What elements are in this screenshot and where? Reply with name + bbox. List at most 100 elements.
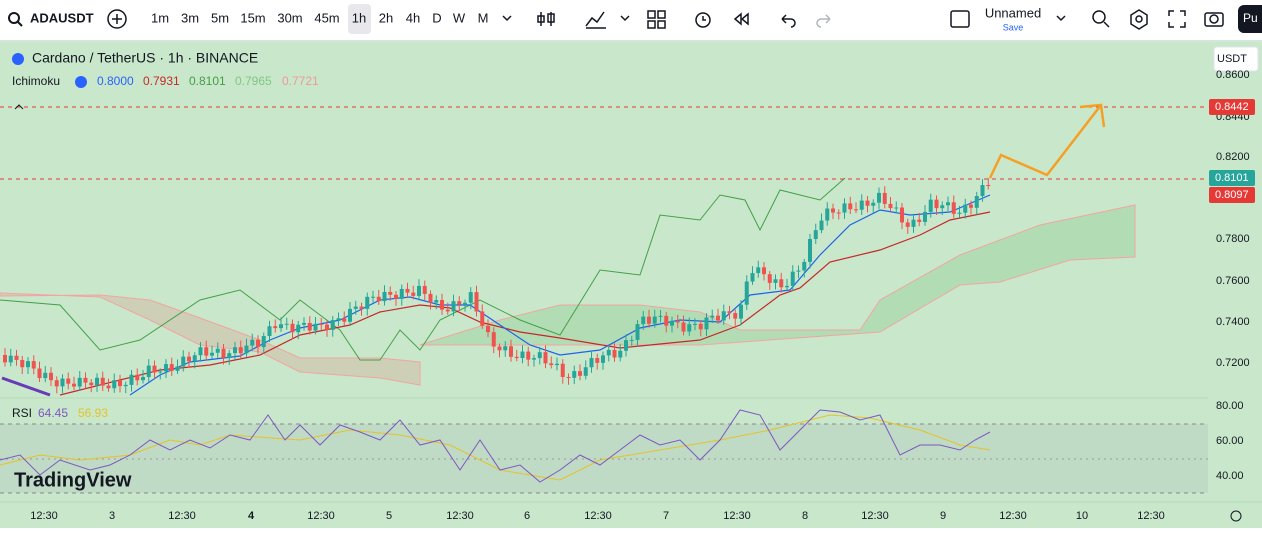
add-symbol[interactable] bbox=[107, 9, 127, 29]
candle-body bbox=[532, 358, 536, 360]
candle-body bbox=[141, 376, 145, 381]
rsi-name[interactable]: RSI bbox=[12, 406, 32, 420]
time-label: 10 bbox=[1076, 510, 1088, 522]
candle-body bbox=[624, 340, 628, 351]
candle-body bbox=[181, 356, 186, 367]
price-tag bbox=[1209, 99, 1255, 115]
interval[interactable]: 5m bbox=[211, 10, 229, 25]
currency[interactable]: USDT bbox=[1217, 53, 1247, 65]
candle-body bbox=[560, 363, 565, 377]
candle-body bbox=[618, 350, 623, 358]
candle-body bbox=[227, 353, 232, 358]
candle-body bbox=[158, 371, 163, 373]
candle-body bbox=[250, 339, 255, 346]
interval[interactable]: 45m bbox=[314, 10, 339, 25]
candle-body bbox=[543, 352, 548, 364]
candle-body bbox=[888, 203, 893, 209]
logo: TradingView bbox=[14, 469, 132, 491]
candle-body bbox=[980, 184, 985, 196]
candle-body bbox=[974, 195, 979, 208]
candle-body bbox=[210, 352, 214, 356]
candle-body bbox=[555, 363, 559, 366]
time-label: 12:30 bbox=[30, 510, 58, 522]
price-label: 0.8600 bbox=[1216, 69, 1250, 81]
interval[interactable]: D bbox=[432, 10, 441, 25]
save-label[interactable]: Save bbox=[1003, 22, 1024, 32]
candle-body bbox=[819, 220, 824, 231]
time-label: 12:30 bbox=[1137, 510, 1165, 522]
candle-body bbox=[744, 281, 749, 305]
candle-body bbox=[83, 377, 88, 383]
candle-body bbox=[923, 211, 927, 222]
candle-body bbox=[871, 202, 876, 206]
ichimoku-cloud bbox=[419, 204, 1136, 346]
profile-button[interactable] bbox=[1238, 5, 1262, 33]
candle-body bbox=[474, 292, 479, 312]
price-tag-label: 0.8097 bbox=[1215, 189, 1249, 201]
candle-body bbox=[89, 382, 94, 386]
candle-body bbox=[238, 347, 243, 354]
time-label: 12:30 bbox=[446, 510, 474, 522]
candle-body bbox=[20, 359, 25, 368]
indicator-name[interactable]: Ichimoku bbox=[12, 74, 60, 88]
kijun-sen bbox=[59, 211, 991, 396]
toolbar-icons bbox=[502, 9, 1224, 30]
collapse[interactable] bbox=[14, 104, 24, 110]
candle-body bbox=[497, 346, 502, 351]
candle-body bbox=[284, 323, 289, 325]
rsi-label: 60.00 bbox=[1216, 435, 1244, 447]
interval[interactable]: 4h bbox=[406, 10, 420, 25]
candle-body bbox=[37, 368, 42, 379]
candle-body bbox=[739, 304, 743, 319]
candle-body bbox=[8, 355, 13, 363]
toolbar bbox=[0, 0, 1262, 40]
search-icon[interactable] bbox=[8, 12, 20, 24]
candle-body bbox=[928, 199, 933, 212]
candle-body bbox=[66, 378, 71, 384]
rsi-label: 80.00 bbox=[1216, 400, 1244, 412]
candle-body bbox=[514, 356, 519, 359]
candle-body bbox=[146, 365, 151, 377]
candle-body bbox=[106, 385, 111, 389]
candle-body bbox=[49, 372, 53, 381]
interval[interactable]: 2h bbox=[379, 10, 393, 25]
time-label: 7 bbox=[663, 510, 669, 522]
interval[interactable]: 1m bbox=[151, 10, 169, 25]
candle-body bbox=[681, 322, 686, 332]
candle-body bbox=[986, 184, 991, 186]
candle-body bbox=[198, 347, 203, 356]
indicator-value: 0.8101 bbox=[189, 74, 226, 88]
candle-body bbox=[313, 323, 318, 331]
candle-body bbox=[169, 364, 174, 371]
candle-body bbox=[399, 288, 404, 299]
interval[interactable]: 30m bbox=[277, 10, 302, 25]
currency-button[interactable] bbox=[1213, 46, 1259, 72]
profile[interactable]: Pu bbox=[1243, 11, 1258, 25]
price-label: 0.7200 bbox=[1216, 357, 1250, 369]
interval[interactable]: 15m bbox=[240, 10, 265, 25]
price-label: 0.7400 bbox=[1216, 316, 1250, 328]
forecast-arrow bbox=[988, 104, 1102, 179]
interval[interactable]: M bbox=[478, 10, 489, 25]
symbol[interactable]: ADAUSDT bbox=[30, 10, 94, 25]
interval[interactable]: 1h bbox=[352, 10, 366, 25]
candle-body bbox=[836, 212, 841, 214]
settings-icon[interactable] bbox=[1230, 510, 1242, 522]
candle-body bbox=[687, 324, 692, 332]
arrow-head bbox=[1079, 103, 1106, 128]
candle-body bbox=[859, 200, 864, 210]
candle-body bbox=[693, 323, 697, 325]
candle-body bbox=[14, 355, 19, 360]
time-label: 4 bbox=[248, 510, 255, 522]
candle-body bbox=[842, 203, 847, 213]
interval[interactable]: 3m bbox=[181, 10, 199, 25]
price-label: 0.7800 bbox=[1216, 233, 1250, 245]
layout-name[interactable]: Unnamed bbox=[985, 5, 1041, 20]
interval[interactable]: W bbox=[453, 10, 466, 25]
price-tag-label: 0.8101 bbox=[1215, 172, 1249, 184]
candle-body bbox=[336, 318, 341, 321]
candle-body bbox=[215, 348, 220, 353]
time-label: 3 bbox=[109, 510, 115, 522]
time-label: 12:30 bbox=[861, 510, 889, 522]
